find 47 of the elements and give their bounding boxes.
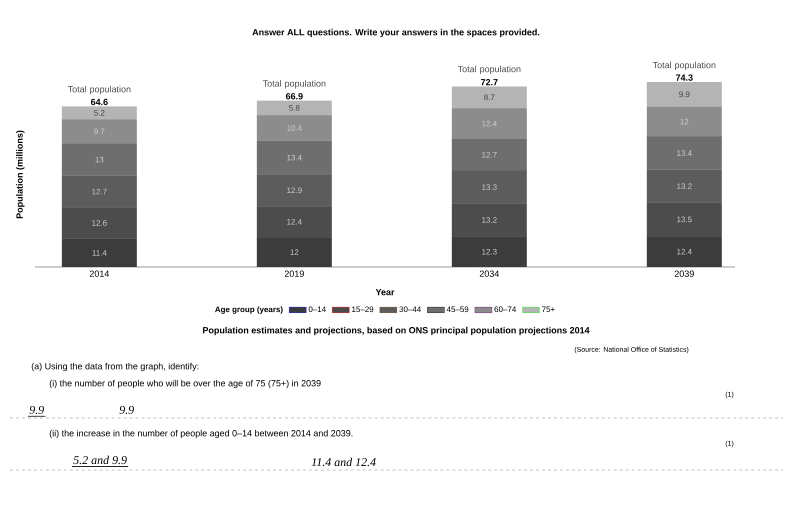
- bar: [256, 115, 332, 141]
- x-axis-title: Year: [376, 289, 394, 296]
- bar: [62, 143, 137, 176]
- bar: [62, 119, 137, 144]
- bar: [646, 106, 722, 136]
- bar: [62, 207, 137, 239]
- bar: [452, 170, 527, 204]
- bar: [62, 106, 137, 120]
- bar: [256, 140, 332, 174]
- annotation: Total population: [652, 62, 716, 70]
- bar: [452, 86, 527, 108]
- text: (a) Using the data from the graph, identify:: [32, 362, 198, 372]
- bar: [452, 204, 527, 236]
- bar: [646, 236, 722, 267]
- bar: [646, 202, 722, 236]
- x-tick-label: 2039: [674, 270, 694, 277]
- total-label: 66.9: [286, 93, 303, 100]
- annotation: Total population: [262, 80, 326, 88]
- text: Answer ALL questions. Write your answers in the spaces provided.: [252, 28, 540, 38]
- bar: [256, 206, 332, 238]
- total-label: 74.3: [676, 74, 693, 81]
- bar: [256, 174, 332, 206]
- x-tick-label: 2034: [480, 270, 500, 277]
- text: (ii) the increase in the number of people aged 0–14 between 2014 and 2039.: [50, 430, 352, 438]
- total-label: 72.7: [480, 79, 498, 86]
- bar: [646, 82, 722, 107]
- bar: [452, 138, 527, 171]
- y-axis-title: Population (millions): [16, 130, 24, 218]
- bar: [646, 136, 722, 170]
- x-tick-label: 2019: [284, 270, 304, 277]
- text: 11.4 and 12.4: [312, 458, 376, 466]
- bar: [452, 236, 527, 267]
- annotation: Total population: [458, 66, 520, 74]
- bar: [256, 100, 332, 116]
- bar: [646, 170, 722, 203]
- total-label: 64.6: [90, 98, 108, 106]
- text: (i) the number of people who will be over the age of 75 (75+) in 2039: [50, 380, 321, 388]
- text: 9.9: [120, 406, 134, 414]
- text: Population estimates and projections, based on ONS principal population projections 2014: [203, 326, 590, 336]
- bar: [256, 237, 332, 267]
- bar: [452, 108, 527, 139]
- text: 5.2 and 9.9: [73, 456, 127, 464]
- annotation: Total population: [68, 86, 130, 94]
- text: 9.9: [30, 406, 44, 414]
- bar: [62, 176, 137, 208]
- x-tick-label: 2014: [90, 270, 110, 277]
- bar: [62, 238, 137, 267]
